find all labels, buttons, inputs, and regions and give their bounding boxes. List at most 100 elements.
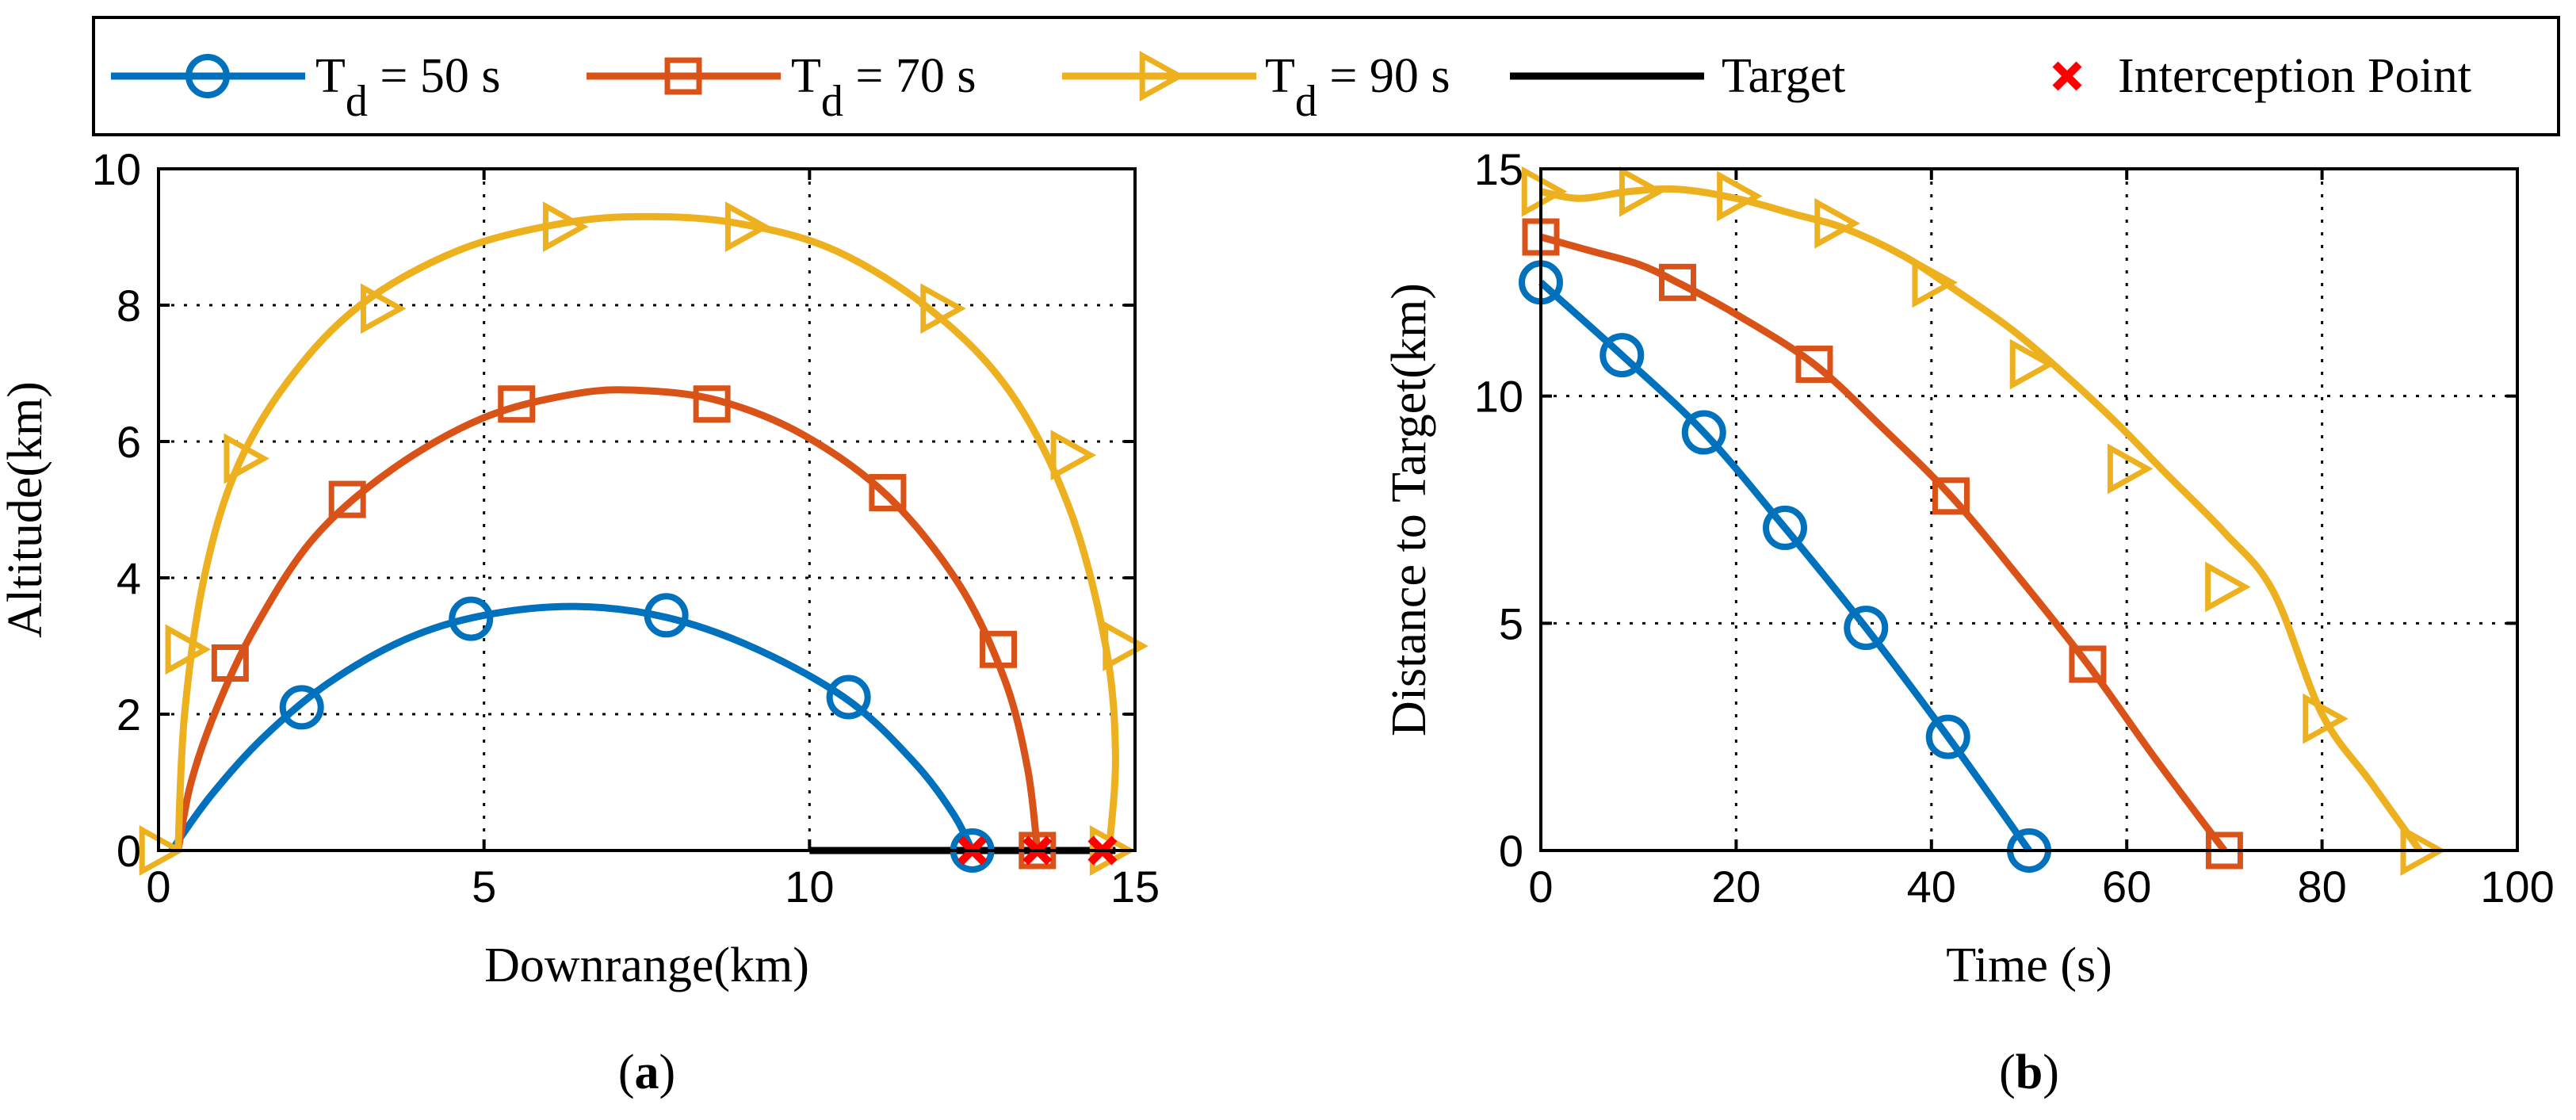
panel-b-label: (b) xyxy=(1999,1045,2059,1099)
series-0-marker xyxy=(1844,606,1889,651)
series-2-marker xyxy=(360,283,407,334)
panel-b-frame xyxy=(1539,167,2519,852)
series-0-marker xyxy=(1599,333,1645,378)
series-2-marker xyxy=(1619,166,1665,217)
y-tick-label: 6 xyxy=(117,417,141,467)
series-2-marker xyxy=(1717,170,1763,222)
panel-a-ticks: 0 5 10 15 0 2 4 6 8 10 xyxy=(92,144,1160,912)
series-0-marker xyxy=(449,596,494,641)
series-1-marker xyxy=(1658,263,1696,301)
series-1-marker xyxy=(980,630,1018,668)
x-tick-label: 60 xyxy=(2102,862,2151,912)
series-1-marker xyxy=(328,480,366,518)
legend-label-main: Target xyxy=(1722,49,1845,103)
panel-b-data xyxy=(1519,166,2447,876)
series-2-marker xyxy=(2009,338,2056,390)
series-line-2 xyxy=(174,212,1119,851)
legend-label-main: T xyxy=(315,49,346,103)
y-tick-label: 0 xyxy=(1499,826,1523,876)
y-tick-label: 15 xyxy=(1474,144,1523,194)
series-2-marker xyxy=(920,283,966,334)
x-tick-label: 40 xyxy=(1907,862,1956,912)
panel-b-y-axis-label: Distance to Target(km) xyxy=(1382,283,1436,736)
series-line-0 xyxy=(1538,279,2032,853)
y-tick-label: 0 xyxy=(117,826,141,876)
legend-label-main: Interception Point xyxy=(2118,49,2471,103)
panel-b-ticks: 0 20 40 60 80 100 0 5 10 15 xyxy=(1474,144,2555,912)
series-2-marker xyxy=(165,624,212,675)
x-tick-label: 5 xyxy=(472,862,496,912)
series-1-marker xyxy=(693,385,731,423)
x-tick-label: 100 xyxy=(2480,862,2554,912)
legend: Td = 50 s Td = 70 s Td = 90 s Target Interce… xyxy=(92,16,2560,136)
x-tick-label: 15 xyxy=(1110,862,1160,912)
series-2-marker xyxy=(724,201,771,253)
panel-b-label-letter: b xyxy=(2016,1045,2043,1099)
legend-label-1: Td = 70 s xyxy=(791,49,976,126)
series-2-marker xyxy=(224,433,269,484)
legend-interception-icon xyxy=(2052,61,2082,91)
series-2-marker xyxy=(1814,197,1860,249)
panel-b-x-axis-label: Time (s) xyxy=(1946,938,2112,992)
series-2-marker xyxy=(2107,443,2154,495)
series-2-marker xyxy=(1521,166,1568,217)
series-0-marker xyxy=(644,593,689,638)
series-2-marker xyxy=(542,201,589,253)
series-2-marker xyxy=(1912,257,1959,308)
panel-a-y-axis-label: Altitude(km) xyxy=(0,381,52,638)
x-tick-label: 10 xyxy=(785,862,834,912)
legend-label-subscript: d xyxy=(821,77,843,126)
panel-b-grid xyxy=(1541,169,2517,851)
y-tick-label: 5 xyxy=(1499,598,1523,648)
series-0-marker xyxy=(1763,505,1807,550)
panel-a-label: (a) xyxy=(618,1045,675,1099)
series-0-marker xyxy=(1681,410,1726,455)
legend-label-subscript: d xyxy=(1295,77,1317,126)
series-2-marker xyxy=(1103,621,1148,671)
panel-a-label-close: ) xyxy=(659,1045,676,1099)
legend-label-rest: = 50 s xyxy=(368,49,501,103)
series-1-marker xyxy=(2069,645,2107,683)
y-tick-label: 2 xyxy=(117,690,141,740)
series-line-1 xyxy=(1539,233,2227,853)
series-0-marker xyxy=(1925,714,1970,759)
x-tick-label: 80 xyxy=(2297,862,2346,912)
legend-marker-0 xyxy=(185,54,230,98)
series-1-marker xyxy=(211,644,249,682)
legend-marker-2 xyxy=(1139,51,1186,101)
legend-label-main: T xyxy=(791,49,821,103)
series-2-marker xyxy=(2303,693,2349,744)
legend-label-3: Target xyxy=(1722,49,1845,103)
panel-b-label-open: ( xyxy=(1999,1045,2016,1099)
series-2-marker xyxy=(1050,430,1097,481)
legend-marker-1 xyxy=(664,57,702,95)
legend-label-0: Td = 50 s xyxy=(315,49,500,126)
x-tick-label: 0 xyxy=(146,862,170,912)
series-1-marker xyxy=(869,474,907,511)
legend-box xyxy=(92,16,2560,136)
series-1-marker xyxy=(1932,477,1970,515)
panel-a-label-letter: a xyxy=(635,1045,659,1099)
series-line-1 xyxy=(174,386,1041,851)
series-1-marker xyxy=(1795,346,1833,384)
panel-a-grid xyxy=(159,169,1135,851)
y-tick-label: 8 xyxy=(117,281,141,331)
panel-a-chart: 0 5 10 15 0 2 4 6 8 10 Downrange(km) Altitude(km)… xyxy=(0,144,1160,1099)
series-1-marker xyxy=(498,385,536,423)
panel-a-x-axis-label: Downrange(km) xyxy=(484,938,809,992)
series-line-0 xyxy=(168,602,976,853)
legend-label-subscript: d xyxy=(346,77,368,126)
y-tick-label: 10 xyxy=(1474,372,1523,422)
series-2-marker xyxy=(2205,561,2251,613)
legend-label-rest: = 90 s xyxy=(1317,49,1450,103)
legend-label-2: Td = 90 s xyxy=(1265,49,1450,126)
panel-a-frame xyxy=(157,167,1137,852)
x-tick-label: 20 xyxy=(1711,862,1760,912)
series-0-marker xyxy=(826,675,871,720)
series-line-2 xyxy=(1540,185,2423,853)
y-tick-label: 10 xyxy=(92,144,141,194)
y-tick-label: 4 xyxy=(117,553,141,603)
panel-b-label-close: ) xyxy=(2043,1045,2059,1099)
legend-label-main: T xyxy=(1265,49,1295,103)
